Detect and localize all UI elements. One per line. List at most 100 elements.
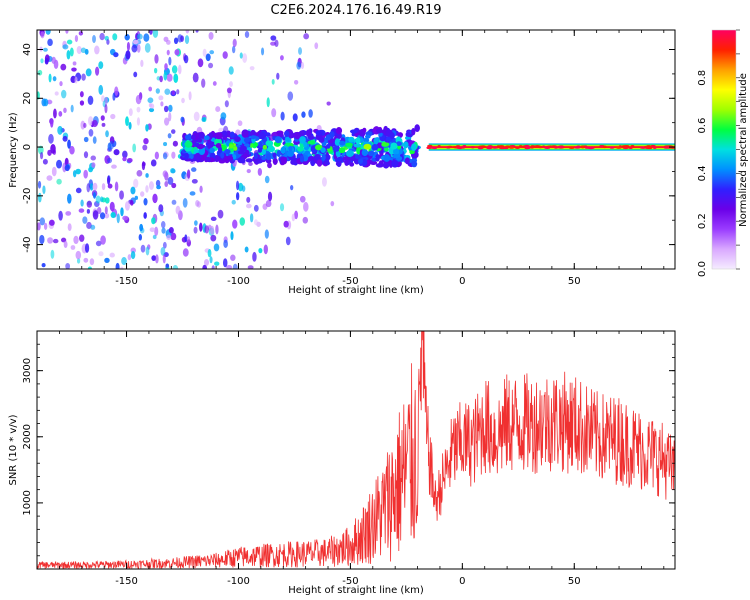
colorbar-tick-label: 0.2 [697, 213, 708, 229]
spectrogram-cell [148, 102, 153, 108]
colorbar-tick-label: 0.4 [697, 165, 708, 181]
spectrogram-cell [537, 145, 543, 149]
spectrogram-cell [101, 95, 105, 103]
spectrogram-cell [184, 134, 192, 140]
spectrogram-cell [376, 128, 383, 134]
spectrogram-cell [143, 212, 147, 219]
spectrogram-cell [254, 219, 258, 226]
spectrogram-cell [274, 39, 279, 48]
colorbar-ticks: 0.0 0.2 0.4 0.6 0.8 [697, 29, 740, 277]
spectrogram-cell [221, 130, 228, 137]
spectrogram-cell [602, 145, 607, 149]
spectrogram-cell [182, 197, 188, 208]
spectrogram-cell [522, 145, 526, 148]
spectrogram-cell [616, 146, 622, 149]
spectrogram-cell [242, 53, 248, 63]
spectrogram-cell [80, 47, 87, 53]
spectrogram-cell [193, 142, 200, 148]
spectrogram-cell [201, 78, 206, 88]
spectrogram-cell [301, 111, 306, 118]
spectrogram-cell [69, 47, 74, 57]
spectrogram-cell [98, 251, 104, 257]
x-tick-label: 50 [568, 576, 581, 587]
spectrogram-cell [140, 191, 145, 197]
spectrogram-cell [37, 222, 41, 231]
spectrogram-cell [41, 262, 46, 268]
spectrogram-cell [46, 175, 53, 181]
spectrogram-cell [95, 240, 102, 247]
spectrogram-cell [143, 137, 149, 145]
spectrogram-cell [193, 111, 200, 122]
spectrogram-cell [145, 124, 149, 132]
spectrogram-cell [75, 250, 82, 260]
spectrogram-cell [299, 195, 306, 203]
spectrogram-cell [330, 201, 335, 207]
spectrogram-cell [321, 153, 326, 161]
spectrogram-cell [92, 182, 98, 191]
spectrogram-cell [42, 185, 46, 195]
snr-x-ticks: -150 -100 -50 0 50 [36, 331, 665, 587]
spectrogram-cell [247, 265, 254, 269]
spectrogram-cell [170, 232, 177, 241]
spectrogram-cell [114, 86, 119, 96]
spectrogram-cell [478, 146, 483, 150]
spectrogram-cell [243, 137, 250, 143]
spectrogram-cell [239, 52, 243, 59]
spectrogram-cell [332, 145, 341, 152]
spectrogram-cell [155, 179, 161, 187]
spectrogram-cell [92, 34, 96, 44]
spectrogram-cell [185, 30, 190, 34]
spectrogram-cell [192, 72, 199, 83]
spectrogram-cell [47, 237, 54, 244]
spectrogram-cell [173, 37, 179, 45]
spectrogram-cell [162, 241, 167, 249]
spectrogram-cell [302, 216, 309, 224]
spectrogram-cell [60, 63, 67, 71]
spectrogram-cell [647, 146, 653, 150]
spectrogram-cell [45, 30, 51, 35]
spectrogram-cell [195, 30, 199, 33]
x-tick-label: 0 [459, 276, 465, 287]
spectrogram-cell [159, 75, 163, 83]
spectrogram-cell [113, 149, 120, 156]
spectrogram-cell [42, 47, 48, 52]
spectrogram-cell [56, 159, 62, 169]
spectrogram-cell [115, 262, 120, 269]
x-tick-label: 50 [568, 276, 581, 287]
spectrogram-frame [36, 29, 676, 270]
spectrogram-cell [234, 136, 241, 143]
spectrogram-cell [112, 33, 118, 41]
spectrogram-cell [201, 117, 206, 122]
spectrogram-cell [83, 257, 89, 263]
y-tick-label: 40 [22, 43, 33, 56]
spectrogram-cell [258, 140, 263, 149]
spectrogram-cell [303, 33, 310, 40]
spectrogram-cell [274, 136, 282, 144]
spectrogram-cell [276, 150, 282, 157]
spectrogram-cell [61, 89, 67, 99]
spectrogram-cell [74, 76, 78, 84]
y-tick-label: 0 [22, 144, 33, 150]
spectrogram-cell [264, 229, 269, 239]
spectrogram-cell [106, 39, 110, 45]
spectrogram-cell [230, 231, 234, 241]
spectrogram-cell [104, 206, 108, 215]
spectrogram-cell [270, 35, 277, 41]
spectrogram-cell [357, 158, 364, 164]
spectrogram-cell [171, 199, 177, 205]
spectrogram-cell [235, 180, 240, 191]
spectrogram-cell [86, 208, 90, 214]
spectrogram-cell [131, 44, 138, 53]
spectrogram-cell [547, 145, 554, 148]
spectrogram-cell [79, 91, 84, 98]
spectrogram-cell [63, 240, 68, 249]
colorbar-tick-label: 0.0 [697, 261, 708, 277]
spectrogram-cell [293, 79, 299, 85]
spectrogram-cell [104, 197, 110, 204]
spectrogram-cell [107, 183, 113, 189]
spectrogram-cell [164, 181, 169, 188]
spectrogram-cell [154, 67, 158, 74]
spectrogram-cell [50, 118, 54, 128]
spectrogram-cell [291, 213, 296, 222]
spectrogram-cell [194, 220, 198, 226]
